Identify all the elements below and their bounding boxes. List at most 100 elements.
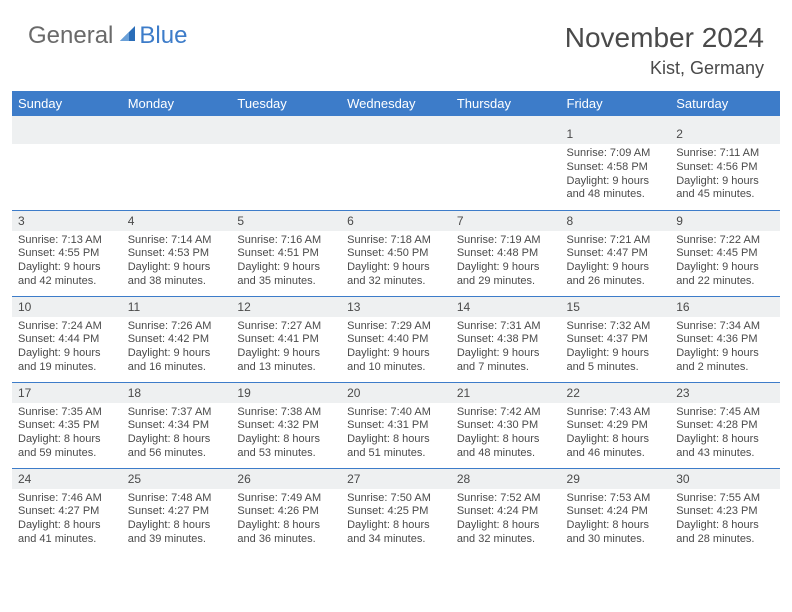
day-number: 2 xyxy=(670,124,780,144)
calendar-cell: 6Sunrise: 7:18 AMSunset: 4:50 PMDaylight… xyxy=(341,210,451,296)
day-number: 21 xyxy=(451,383,561,403)
day-number: 18 xyxy=(122,383,232,403)
location: Kist, Germany xyxy=(565,58,764,79)
day-data: Sunrise: 7:26 AMSunset: 4:42 PMDaylight:… xyxy=(122,317,232,381)
day-number: 9 xyxy=(670,211,780,231)
calendar-cell-empty xyxy=(231,124,341,210)
day-data: Sunrise: 7:48 AMSunset: 4:27 PMDaylight:… xyxy=(122,489,232,553)
logo: General Blue xyxy=(28,22,187,50)
day-number: 10 xyxy=(12,297,122,317)
day-data: Sunrise: 7:43 AMSunset: 4:29 PMDaylight:… xyxy=(561,403,671,467)
calendar-cell-empty xyxy=(341,124,451,210)
logo-text-blue: Blue xyxy=(139,22,187,50)
calendar-cell: 27Sunrise: 7:50 AMSunset: 4:25 PMDayligh… xyxy=(341,468,451,554)
calendar-cell: 20Sunrise: 7:40 AMSunset: 4:31 PMDayligh… xyxy=(341,382,451,468)
day-number: 13 xyxy=(341,297,451,317)
day-data: Sunrise: 7:35 AMSunset: 4:35 PMDaylight:… xyxy=(12,403,122,467)
calendar-cell: 23Sunrise: 7:45 AMSunset: 4:28 PMDayligh… xyxy=(670,382,780,468)
calendar-cell: 19Sunrise: 7:38 AMSunset: 4:32 PMDayligh… xyxy=(231,382,341,468)
calendar-cell: 16Sunrise: 7:34 AMSunset: 4:36 PMDayligh… xyxy=(670,296,780,382)
day-data: Sunrise: 7:09 AMSunset: 4:58 PMDaylight:… xyxy=(561,144,671,208)
day-number: 28 xyxy=(451,469,561,489)
day-number: 23 xyxy=(670,383,780,403)
calendar-cell: 22Sunrise: 7:43 AMSunset: 4:29 PMDayligh… xyxy=(561,382,671,468)
day-data: Sunrise: 7:37 AMSunset: 4:34 PMDaylight:… xyxy=(122,403,232,467)
weekday-wed: Wednesday xyxy=(341,91,451,116)
calendar-week: 24Sunrise: 7:46 AMSunset: 4:27 PMDayligh… xyxy=(12,468,780,554)
calendar-cell: 14Sunrise: 7:31 AMSunset: 4:38 PMDayligh… xyxy=(451,296,561,382)
day-number: 5 xyxy=(231,211,341,231)
day-number: 11 xyxy=(122,297,232,317)
calendar-cell: 12Sunrise: 7:27 AMSunset: 4:41 PMDayligh… xyxy=(231,296,341,382)
day-data: Sunrise: 7:38 AMSunset: 4:32 PMDaylight:… xyxy=(231,403,341,467)
day-number: 15 xyxy=(561,297,671,317)
calendar-cell: 17Sunrise: 7:35 AMSunset: 4:35 PMDayligh… xyxy=(12,382,122,468)
weekday-sat: Saturday xyxy=(670,91,780,116)
day-number: 26 xyxy=(231,469,341,489)
day-number: 19 xyxy=(231,383,341,403)
day-data: Sunrise: 7:21 AMSunset: 4:47 PMDaylight:… xyxy=(561,231,671,295)
calendar-cell: 30Sunrise: 7:55 AMSunset: 4:23 PMDayligh… xyxy=(670,468,780,554)
day-number: 25 xyxy=(122,469,232,489)
day-number-empty xyxy=(341,124,451,144)
calendar-week: 17Sunrise: 7:35 AMSunset: 4:35 PMDayligh… xyxy=(12,382,780,468)
day-number: 3 xyxy=(12,211,122,231)
day-number: 27 xyxy=(341,469,451,489)
day-number: 22 xyxy=(561,383,671,403)
calendar-cell: 10Sunrise: 7:24 AMSunset: 4:44 PMDayligh… xyxy=(12,296,122,382)
weekday-tue: Tuesday xyxy=(231,91,341,116)
calendar-cell: 24Sunrise: 7:46 AMSunset: 4:27 PMDayligh… xyxy=(12,468,122,554)
weekday-row: Sunday Monday Tuesday Wednesday Thursday… xyxy=(12,91,780,116)
day-data: Sunrise: 7:31 AMSunset: 4:38 PMDaylight:… xyxy=(451,317,561,381)
day-number: 12 xyxy=(231,297,341,317)
calendar-cell: 9Sunrise: 7:22 AMSunset: 4:45 PMDaylight… xyxy=(670,210,780,296)
calendar-cell: 29Sunrise: 7:53 AMSunset: 4:24 PMDayligh… xyxy=(561,468,671,554)
calendar-week: 1Sunrise: 7:09 AMSunset: 4:58 PMDaylight… xyxy=(12,124,780,210)
day-data: Sunrise: 7:16 AMSunset: 4:51 PMDaylight:… xyxy=(231,231,341,295)
day-number: 30 xyxy=(670,469,780,489)
calendar-cell: 28Sunrise: 7:52 AMSunset: 4:24 PMDayligh… xyxy=(451,468,561,554)
calendar-cell: 1Sunrise: 7:09 AMSunset: 4:58 PMDaylight… xyxy=(561,124,671,210)
day-data: Sunrise: 7:18 AMSunset: 4:50 PMDaylight:… xyxy=(341,231,451,295)
day-data: Sunrise: 7:24 AMSunset: 4:44 PMDaylight:… xyxy=(12,317,122,381)
calendar-cell: 18Sunrise: 7:37 AMSunset: 4:34 PMDayligh… xyxy=(122,382,232,468)
day-number: 1 xyxy=(561,124,671,144)
title-block: November 2024 Kist, Germany xyxy=(565,22,764,79)
calendar-cell: 15Sunrise: 7:32 AMSunset: 4:37 PMDayligh… xyxy=(561,296,671,382)
calendar-cell: 4Sunrise: 7:14 AMSunset: 4:53 PMDaylight… xyxy=(122,210,232,296)
day-number-empty xyxy=(12,124,122,144)
day-data: Sunrise: 7:52 AMSunset: 4:24 PMDaylight:… xyxy=(451,489,561,553)
weekday-fri: Friday xyxy=(561,91,671,116)
day-data: Sunrise: 7:32 AMSunset: 4:37 PMDaylight:… xyxy=(561,317,671,381)
calendar-cell: 5Sunrise: 7:16 AMSunset: 4:51 PMDaylight… xyxy=(231,210,341,296)
day-data: Sunrise: 7:46 AMSunset: 4:27 PMDaylight:… xyxy=(12,489,122,553)
calendar-cell-empty xyxy=(122,124,232,210)
month-title: November 2024 xyxy=(565,22,764,54)
day-data: Sunrise: 7:50 AMSunset: 4:25 PMDaylight:… xyxy=(341,489,451,553)
day-number: 4 xyxy=(122,211,232,231)
calendar-week: 3Sunrise: 7:13 AMSunset: 4:55 PMDaylight… xyxy=(12,210,780,296)
day-data: Sunrise: 7:29 AMSunset: 4:40 PMDaylight:… xyxy=(341,317,451,381)
day-data: Sunrise: 7:55 AMSunset: 4:23 PMDaylight:… xyxy=(670,489,780,553)
day-number: 6 xyxy=(341,211,451,231)
calendar-body: 1Sunrise: 7:09 AMSunset: 4:58 PMDaylight… xyxy=(12,124,780,554)
weekday-mon: Monday xyxy=(122,91,232,116)
day-number-empty xyxy=(451,124,561,144)
calendar-cell: 3Sunrise: 7:13 AMSunset: 4:55 PMDaylight… xyxy=(12,210,122,296)
day-data: Sunrise: 7:34 AMSunset: 4:36 PMDaylight:… xyxy=(670,317,780,381)
calendar-cell: 8Sunrise: 7:21 AMSunset: 4:47 PMDaylight… xyxy=(561,210,671,296)
calendar-cell-empty xyxy=(451,124,561,210)
day-data: Sunrise: 7:45 AMSunset: 4:28 PMDaylight:… xyxy=(670,403,780,467)
calendar-cell: 21Sunrise: 7:42 AMSunset: 4:30 PMDayligh… xyxy=(451,382,561,468)
calendar-cell: 26Sunrise: 7:49 AMSunset: 4:26 PMDayligh… xyxy=(231,468,341,554)
calendar-cell: 11Sunrise: 7:26 AMSunset: 4:42 PMDayligh… xyxy=(122,296,232,382)
calendar-cell-empty xyxy=(12,124,122,210)
header: General Blue November 2024 Kist, Germany xyxy=(0,0,792,89)
day-number: 14 xyxy=(451,297,561,317)
day-data: Sunrise: 7:27 AMSunset: 4:41 PMDaylight:… xyxy=(231,317,341,381)
day-data: Sunrise: 7:42 AMSunset: 4:30 PMDaylight:… xyxy=(451,403,561,467)
day-data: Sunrise: 7:14 AMSunset: 4:53 PMDaylight:… xyxy=(122,231,232,295)
day-number-empty xyxy=(122,124,232,144)
calendar-week: 10Sunrise: 7:24 AMSunset: 4:44 PMDayligh… xyxy=(12,296,780,382)
day-data: Sunrise: 7:40 AMSunset: 4:31 PMDaylight:… xyxy=(341,403,451,467)
